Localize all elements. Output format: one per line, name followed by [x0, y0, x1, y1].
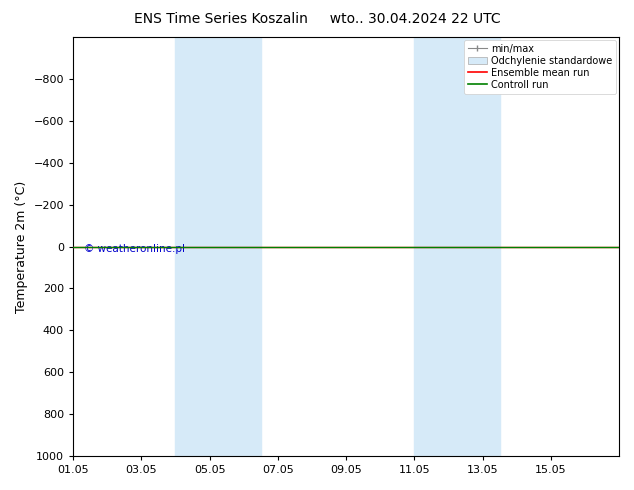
Bar — [414, 37, 500, 456]
Text: © weatheronline.pl: © weatheronline.pl — [84, 245, 185, 254]
Y-axis label: Temperature 2m (°C): Temperature 2m (°C) — [15, 180, 28, 313]
Text: ENS Time Series Koszalin     wto.. 30.04.2024 22 UTC: ENS Time Series Koszalin wto.. 30.04.202… — [134, 12, 500, 26]
Legend: min/max, Odchylenie standardowe, Ensemble mean run, Controll run: min/max, Odchylenie standardowe, Ensembl… — [463, 40, 616, 94]
Bar — [176, 37, 261, 456]
